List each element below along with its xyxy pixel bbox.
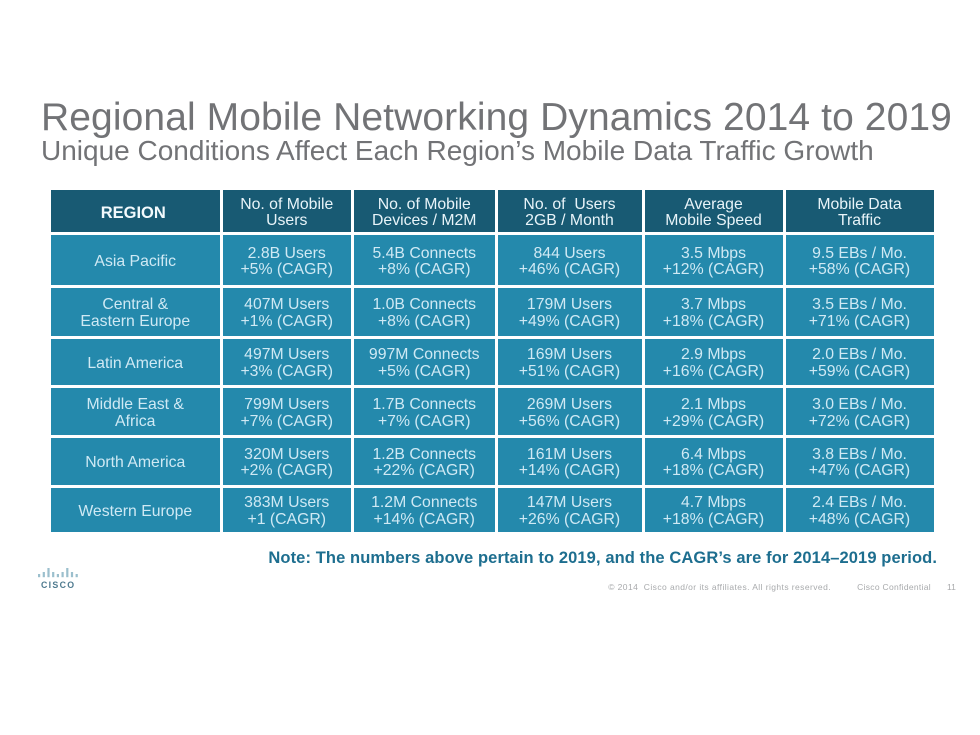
svg-text:CISCO: CISCO xyxy=(41,580,75,590)
